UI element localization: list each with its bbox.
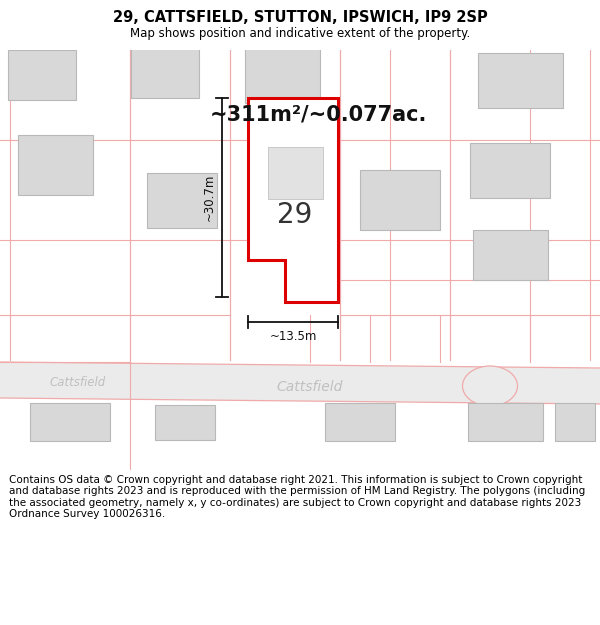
- Ellipse shape: [463, 366, 517, 406]
- Bar: [467, 403, 542, 441]
- Bar: [473, 230, 548, 280]
- Bar: [30, 403, 110, 441]
- Polygon shape: [0, 362, 600, 404]
- Text: ~13.5m: ~13.5m: [269, 329, 317, 342]
- Bar: [478, 52, 563, 107]
- Bar: [17, 135, 92, 195]
- Text: ~30.7m: ~30.7m: [203, 174, 215, 221]
- Text: ~311m²/~0.077ac.: ~311m²/~0.077ac.: [210, 105, 427, 125]
- Text: Map shows position and indicative extent of the property.: Map shows position and indicative extent…: [130, 27, 470, 40]
- Bar: [8, 50, 76, 100]
- Bar: [155, 404, 215, 439]
- Text: Cattsfield: Cattsfield: [50, 376, 106, 389]
- Text: 29, CATTSFIELD, STUTTON, IPSWICH, IP9 2SP: 29, CATTSFIELD, STUTTON, IPSWICH, IP9 2S…: [113, 10, 487, 25]
- Bar: [325, 403, 395, 441]
- Text: Cattsfield: Cattsfield: [277, 380, 343, 394]
- Bar: [131, 42, 199, 98]
- Text: 29: 29: [277, 201, 313, 229]
- Bar: [262, 180, 317, 230]
- Text: Contains OS data © Crown copyright and database right 2021. This information is : Contains OS data © Crown copyright and d…: [9, 474, 585, 519]
- Bar: [268, 147, 323, 199]
- Bar: [360, 170, 440, 230]
- Bar: [245, 48, 320, 102]
- Bar: [147, 173, 217, 228]
- Polygon shape: [248, 98, 338, 302]
- Bar: [555, 403, 595, 441]
- Bar: [470, 142, 550, 198]
